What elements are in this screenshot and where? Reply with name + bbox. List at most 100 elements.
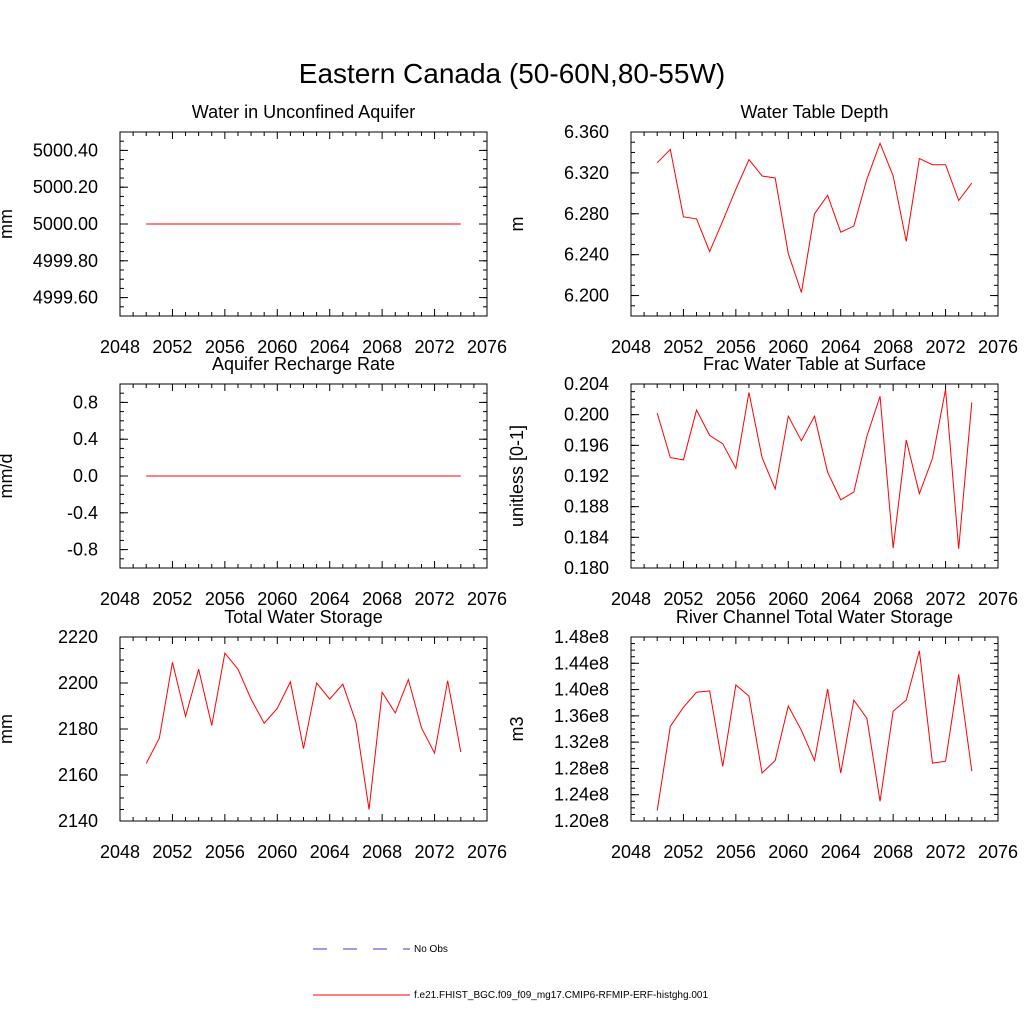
legend-model-label: f.e21.FHIST_BGC.f09_f09_mg17.CMIP6-RFMIP… xyxy=(414,990,708,1001)
x-tick-label: 2060 xyxy=(257,589,297,609)
y-tick-label: -0.4 xyxy=(67,503,98,523)
y-tick-label: 0.8 xyxy=(73,392,98,412)
y-tick-label: 1.44e8 xyxy=(554,653,609,673)
y-tick-label: 1.32e8 xyxy=(554,732,609,752)
x-tick-label: 2072 xyxy=(926,842,966,862)
y-tick-label: -0.8 xyxy=(67,540,98,560)
panel-title: Aquifer Recharge Rate xyxy=(212,354,395,374)
x-tick-label: 2068 xyxy=(873,337,913,357)
x-tick-label: 2068 xyxy=(362,842,402,862)
x-tick-label: 2076 xyxy=(978,337,1018,357)
x-tick-label: 2076 xyxy=(467,589,507,609)
x-tick-label: 2048 xyxy=(611,337,651,357)
x-tick-label: 2056 xyxy=(205,337,245,357)
panel-3: Aquifer Recharge Rate mm/d 2048 2052 2056 206… xyxy=(0,354,507,609)
y-tick-label: 1.24e8 xyxy=(554,785,609,805)
y-tick-label: 2220 xyxy=(58,627,98,647)
y-tick-label: 6.280 xyxy=(564,204,609,224)
y-tick-label: 1.28e8 xyxy=(554,758,609,778)
y-axis-label: mm xyxy=(0,714,16,744)
x-tick-label: 2052 xyxy=(152,589,192,609)
y-tick-label: 2180 xyxy=(58,719,98,739)
x-tick-label: 2048 xyxy=(611,589,651,609)
y-tick-label: 1.36e8 xyxy=(554,706,609,726)
legend-obs-label: No Obs xyxy=(414,944,448,955)
x-tick-label: 2064 xyxy=(821,337,861,357)
x-tick-label: 2068 xyxy=(873,842,913,862)
y-tick-label: 2200 xyxy=(58,673,98,693)
x-tick-label: 2048 xyxy=(100,589,140,609)
y-tick-label: 0.188 xyxy=(564,497,609,517)
x-tick-label: 2076 xyxy=(978,842,1018,862)
y-tick-label: 5000.40 xyxy=(33,140,98,160)
y-axis-label: mm xyxy=(0,209,16,239)
x-tick-label: 2068 xyxy=(873,589,913,609)
y-tick-label: 0.192 xyxy=(564,466,609,486)
x-tick-label: 2060 xyxy=(768,842,808,862)
x-tick-label: 2060 xyxy=(768,589,808,609)
series-line xyxy=(656,650,973,811)
y-tick-label: 1.48e8 xyxy=(554,627,609,647)
x-tick-label: 2076 xyxy=(467,337,507,357)
x-tick-label: 2068 xyxy=(362,337,402,357)
panel-title: Total Water Storage xyxy=(224,607,382,627)
y-tick-label: 4999.80 xyxy=(33,251,98,271)
x-tick-label: 2072 xyxy=(926,337,966,357)
y-tick-label: 5000.20 xyxy=(33,177,98,197)
y-tick-label: 0.200 xyxy=(564,405,609,425)
x-tick-label: 2052 xyxy=(663,337,703,357)
plot-frame xyxy=(630,636,999,822)
x-tick-label: 2056 xyxy=(205,842,245,862)
y-axis-label: unitless [0-1] xyxy=(507,425,527,527)
y-tick-label: 6.240 xyxy=(564,245,609,265)
x-tick-label: 2048 xyxy=(611,842,651,862)
x-tick-label: 2052 xyxy=(663,589,703,609)
y-axis-label: mm/d xyxy=(0,454,16,499)
x-tick-label: 2064 xyxy=(310,337,350,357)
y-tick-label: 0.4 xyxy=(73,429,98,449)
y-tick-label: 0.204 xyxy=(564,374,609,394)
y-tick-label: 6.360 xyxy=(564,122,609,142)
y-tick-label: 0.196 xyxy=(564,435,609,455)
series-line xyxy=(656,389,973,549)
plot-frame xyxy=(119,636,488,822)
x-tick-label: 2052 xyxy=(663,842,703,862)
x-tick-label: 2064 xyxy=(821,842,861,862)
series-line xyxy=(145,651,462,810)
x-tick-label: 2048 xyxy=(100,337,140,357)
x-tick-label: 2072 xyxy=(415,842,455,862)
x-tick-label: 2048 xyxy=(100,842,140,862)
x-tick-label: 2056 xyxy=(716,842,756,862)
panel-5: Total Water Storage mm 2048 2052 2056 2060 206… xyxy=(0,607,507,862)
x-tick-label: 2056 xyxy=(205,589,245,609)
panel-2: Water Table Depth m 2048 2052 2056 2060 2064 20… xyxy=(507,102,1018,357)
x-tick-label: 2052 xyxy=(152,842,192,862)
panel-4: Frac Water Table at Surface unitless [0-1… xyxy=(507,354,1018,609)
x-tick-label: 2064 xyxy=(310,842,350,862)
x-tick-label: 2072 xyxy=(415,337,455,357)
panel-title: River Channel Total Water Storage xyxy=(676,607,953,627)
y-tick-label: 6.320 xyxy=(564,163,609,183)
x-tick-label: 2072 xyxy=(926,589,966,609)
figure-title: Eastern Canada (50-60N,80-55W) xyxy=(299,58,725,89)
panel-6: River Channel Total Water Storage m3 2048 2… xyxy=(507,607,1018,862)
x-tick-label: 2052 xyxy=(152,337,192,357)
y-tick-label: 5000.00 xyxy=(33,214,98,234)
x-tick-label: 2064 xyxy=(310,589,350,609)
x-tick-label: 2060 xyxy=(768,337,808,357)
plot-frame xyxy=(630,383,999,569)
x-tick-label: 2056 xyxy=(716,337,756,357)
x-tick-label: 2060 xyxy=(257,337,297,357)
x-tick-label: 2056 xyxy=(716,589,756,609)
y-tick-label: 2140 xyxy=(58,811,98,831)
x-tick-label: 2076 xyxy=(467,842,507,862)
plot-frame xyxy=(630,131,999,317)
panels: Water in Unconfined Aquifer mm 2048 2052 205… xyxy=(0,102,1018,862)
y-tick-label: 1.20e8 xyxy=(554,811,609,831)
x-tick-label: 2060 xyxy=(257,842,297,862)
y-tick-label: 0.180 xyxy=(564,558,609,578)
y-axis-label: m3 xyxy=(507,716,527,741)
y-tick-label: 6.200 xyxy=(564,286,609,306)
x-tick-label: 2076 xyxy=(978,589,1018,609)
